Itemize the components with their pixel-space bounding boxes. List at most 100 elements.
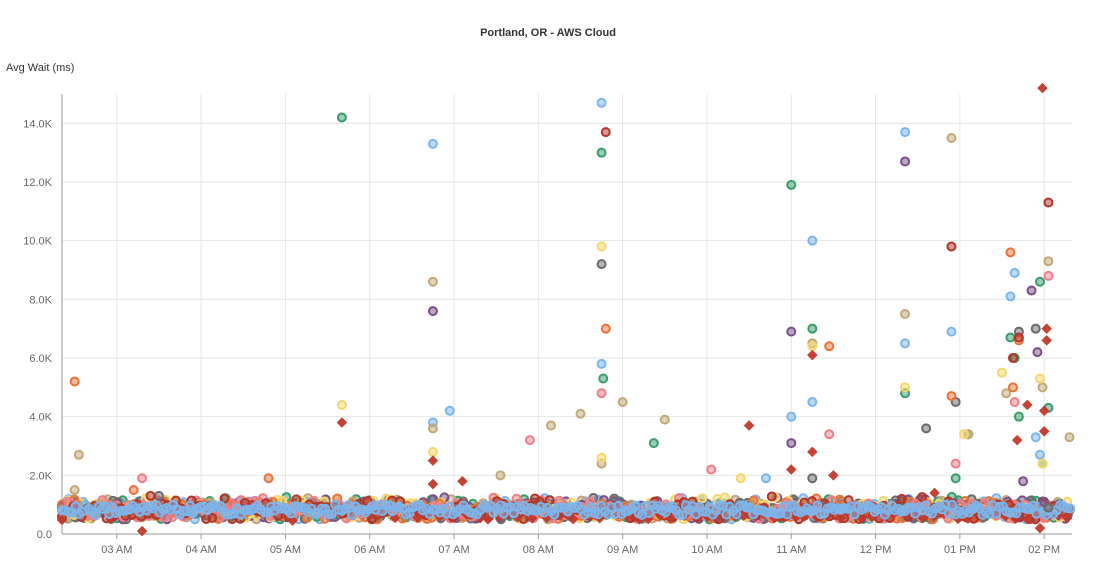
data-point-series-diamond[interactable]: [665, 513, 676, 525]
data-point-series-blue[interactable]: [760, 473, 771, 484]
data-point-series-purple[interactable]: [900, 156, 911, 167]
data-point-series-diamond[interactable]: [457, 475, 468, 487]
data-point-series-blue[interactable]: [786, 411, 797, 422]
data-point-series-darkred[interactable]: [896, 493, 907, 504]
data-point-series-green[interactable]: [1034, 276, 1045, 287]
data-point-series-darkred[interactable]: [917, 492, 928, 503]
data-point-series-diamond[interactable]: [526, 512, 538, 524]
data-point-series-diamond[interactable]: [427, 455, 439, 467]
data-point-series-diamond[interactable]: [1041, 323, 1053, 335]
data-point-series-orange[interactable]: [69, 376, 80, 387]
data-point-series-diamond[interactable]: [917, 512, 929, 524]
data-point-series-yellow[interactable]: [336, 399, 347, 410]
data-point-series-yellow[interactable]: [807, 341, 818, 352]
data-point-series-orange[interactable]: [128, 485, 139, 495]
data-point-series-darkred[interactable]: [946, 241, 957, 252]
data-point-series-blue[interactable]: [731, 509, 742, 520]
data-point-series-darkred[interactable]: [1007, 353, 1018, 363]
data-point-series-green[interactable]: [596, 147, 607, 158]
data-point-series-tan[interactable]: [545, 420, 556, 431]
data-point-series-diamond[interactable]: [929, 487, 940, 499]
data-point-series-gray[interactable]: [807, 473, 818, 484]
data-point-series-gray[interactable]: [1043, 502, 1054, 513]
data-point-series-orange[interactable]: [1005, 247, 1016, 258]
data-point-series-yellow[interactable]: [997, 367, 1008, 378]
data-point-series-tan[interactable]: [575, 408, 586, 419]
data-point-series-gray[interactable]: [596, 259, 607, 270]
data-point-series-pink[interactable]: [524, 435, 535, 446]
data-point-series-green[interactable]: [648, 438, 659, 449]
data-point-series-tan[interactable]: [900, 309, 911, 319]
data-point-series-diamond[interactable]: [389, 512, 401, 524]
data-point-series-darkred[interactable]: [145, 490, 156, 501]
data-point-series-blue[interactable]: [947, 499, 958, 510]
data-point-series-tan[interactable]: [1043, 256, 1054, 267]
data-point-series-blue[interactable]: [1005, 291, 1016, 302]
data-point-series-blue[interactable]: [427, 138, 438, 149]
data-point-series-tan[interactable]: [427, 276, 438, 287]
data-point-series-orange[interactable]: [263, 473, 274, 484]
data-point-series-diamond[interactable]: [1021, 513, 1033, 525]
data-point-series-blue[interactable]: [782, 509, 793, 520]
data-point-series-blue[interactable]: [187, 508, 198, 519]
data-point-series-yellow[interactable]: [1034, 373, 1045, 384]
data-point-series-diamond[interactable]: [828, 469, 839, 481]
data-point-series-blue[interactable]: [613, 500, 624, 511]
data-point-series-pink[interactable]: [137, 473, 148, 484]
data-point-series-green[interactable]: [1013, 411, 1024, 422]
data-point-series-blue[interactable]: [1065, 503, 1076, 514]
data-point-series-blue[interactable]: [596, 358, 607, 369]
data-point-series-darkred[interactable]: [1043, 197, 1054, 208]
data-point-series-blue[interactable]: [444, 405, 455, 416]
data-point-series-green[interactable]: [1005, 332, 1016, 343]
data-point-series-tan[interactable]: [1037, 382, 1048, 393]
data-point-series-darkred[interactable]: [766, 491, 777, 502]
data-point-series-tan[interactable]: [69, 485, 80, 495]
data-point-series-diamond[interactable]: [1021, 399, 1033, 411]
data-point-series-orange[interactable]: [824, 341, 835, 352]
data-point-series-blue[interactable]: [807, 235, 818, 246]
data-point-series-tan[interactable]: [946, 133, 957, 143]
data-point-series-blue[interactable]: [807, 397, 818, 407]
data-point-series-orange[interactable]: [600, 323, 611, 334]
data-point-series-blue[interactable]: [900, 338, 911, 349]
data-point-series-diamond[interactable]: [136, 525, 148, 537]
data-point-series-diamond[interactable]: [785, 464, 797, 475]
data-point-series-diamond[interactable]: [1061, 512, 1073, 524]
data-point-series-tan[interactable]: [1064, 432, 1075, 443]
data-point-series-blue[interactable]: [347, 509, 358, 520]
data-point-series-blue[interactable]: [1030, 432, 1041, 443]
data-point-series-gray[interactable]: [1030, 323, 1041, 334]
data-point-series-blue[interactable]: [326, 509, 337, 520]
data-point-series-diamond[interactable]: [336, 417, 348, 428]
data-point-series-pink[interactable]: [950, 458, 961, 469]
data-point-series-tan[interactable]: [1001, 388, 1012, 399]
data-point-series-purple[interactable]: [1032, 347, 1043, 358]
data-point-series-blue[interactable]: [946, 326, 957, 337]
data-point-series-diamond[interactable]: [806, 446, 818, 458]
data-point-series-darkred[interactable]: [219, 493, 230, 504]
data-point-series-pink[interactable]: [511, 493, 522, 504]
data-point-series-yellow[interactable]: [1037, 458, 1048, 469]
data-point-series-yellow[interactable]: [427, 446, 438, 457]
data-point-series-blue[interactable]: [900, 127, 911, 138]
data-point-series-tan[interactable]: [659, 414, 670, 425]
data-point-series-diamond[interactable]: [482, 513, 494, 525]
data-point-series-gray[interactable]: [153, 490, 164, 501]
data-point-series-purple[interactable]: [786, 438, 797, 449]
data-point-series-orange[interactable]: [834, 494, 845, 505]
data-point-series-darkred[interactable]: [600, 127, 611, 138]
data-point-series-yellow[interactable]: [959, 429, 970, 440]
data-point-series-tan[interactable]: [617, 397, 628, 407]
data-point-series-blue[interactable]: [90, 509, 101, 520]
data-point-series-darkred[interactable]: [1013, 332, 1024, 343]
data-point-series-diamond[interactable]: [1034, 522, 1046, 534]
data-point-series-tan[interactable]: [495, 470, 506, 481]
data-point-series-blue[interactable]: [1034, 449, 1045, 460]
data-point-series-diamond[interactable]: [1038, 405, 1050, 417]
data-point-series-diamond[interactable]: [743, 420, 755, 431]
data-point-series-green[interactable]: [950, 473, 961, 484]
data-point-series-pink[interactable]: [596, 388, 607, 399]
data-point-series-darkred[interactable]: [207, 512, 218, 523]
data-point-series-yellow[interactable]: [735, 473, 746, 484]
